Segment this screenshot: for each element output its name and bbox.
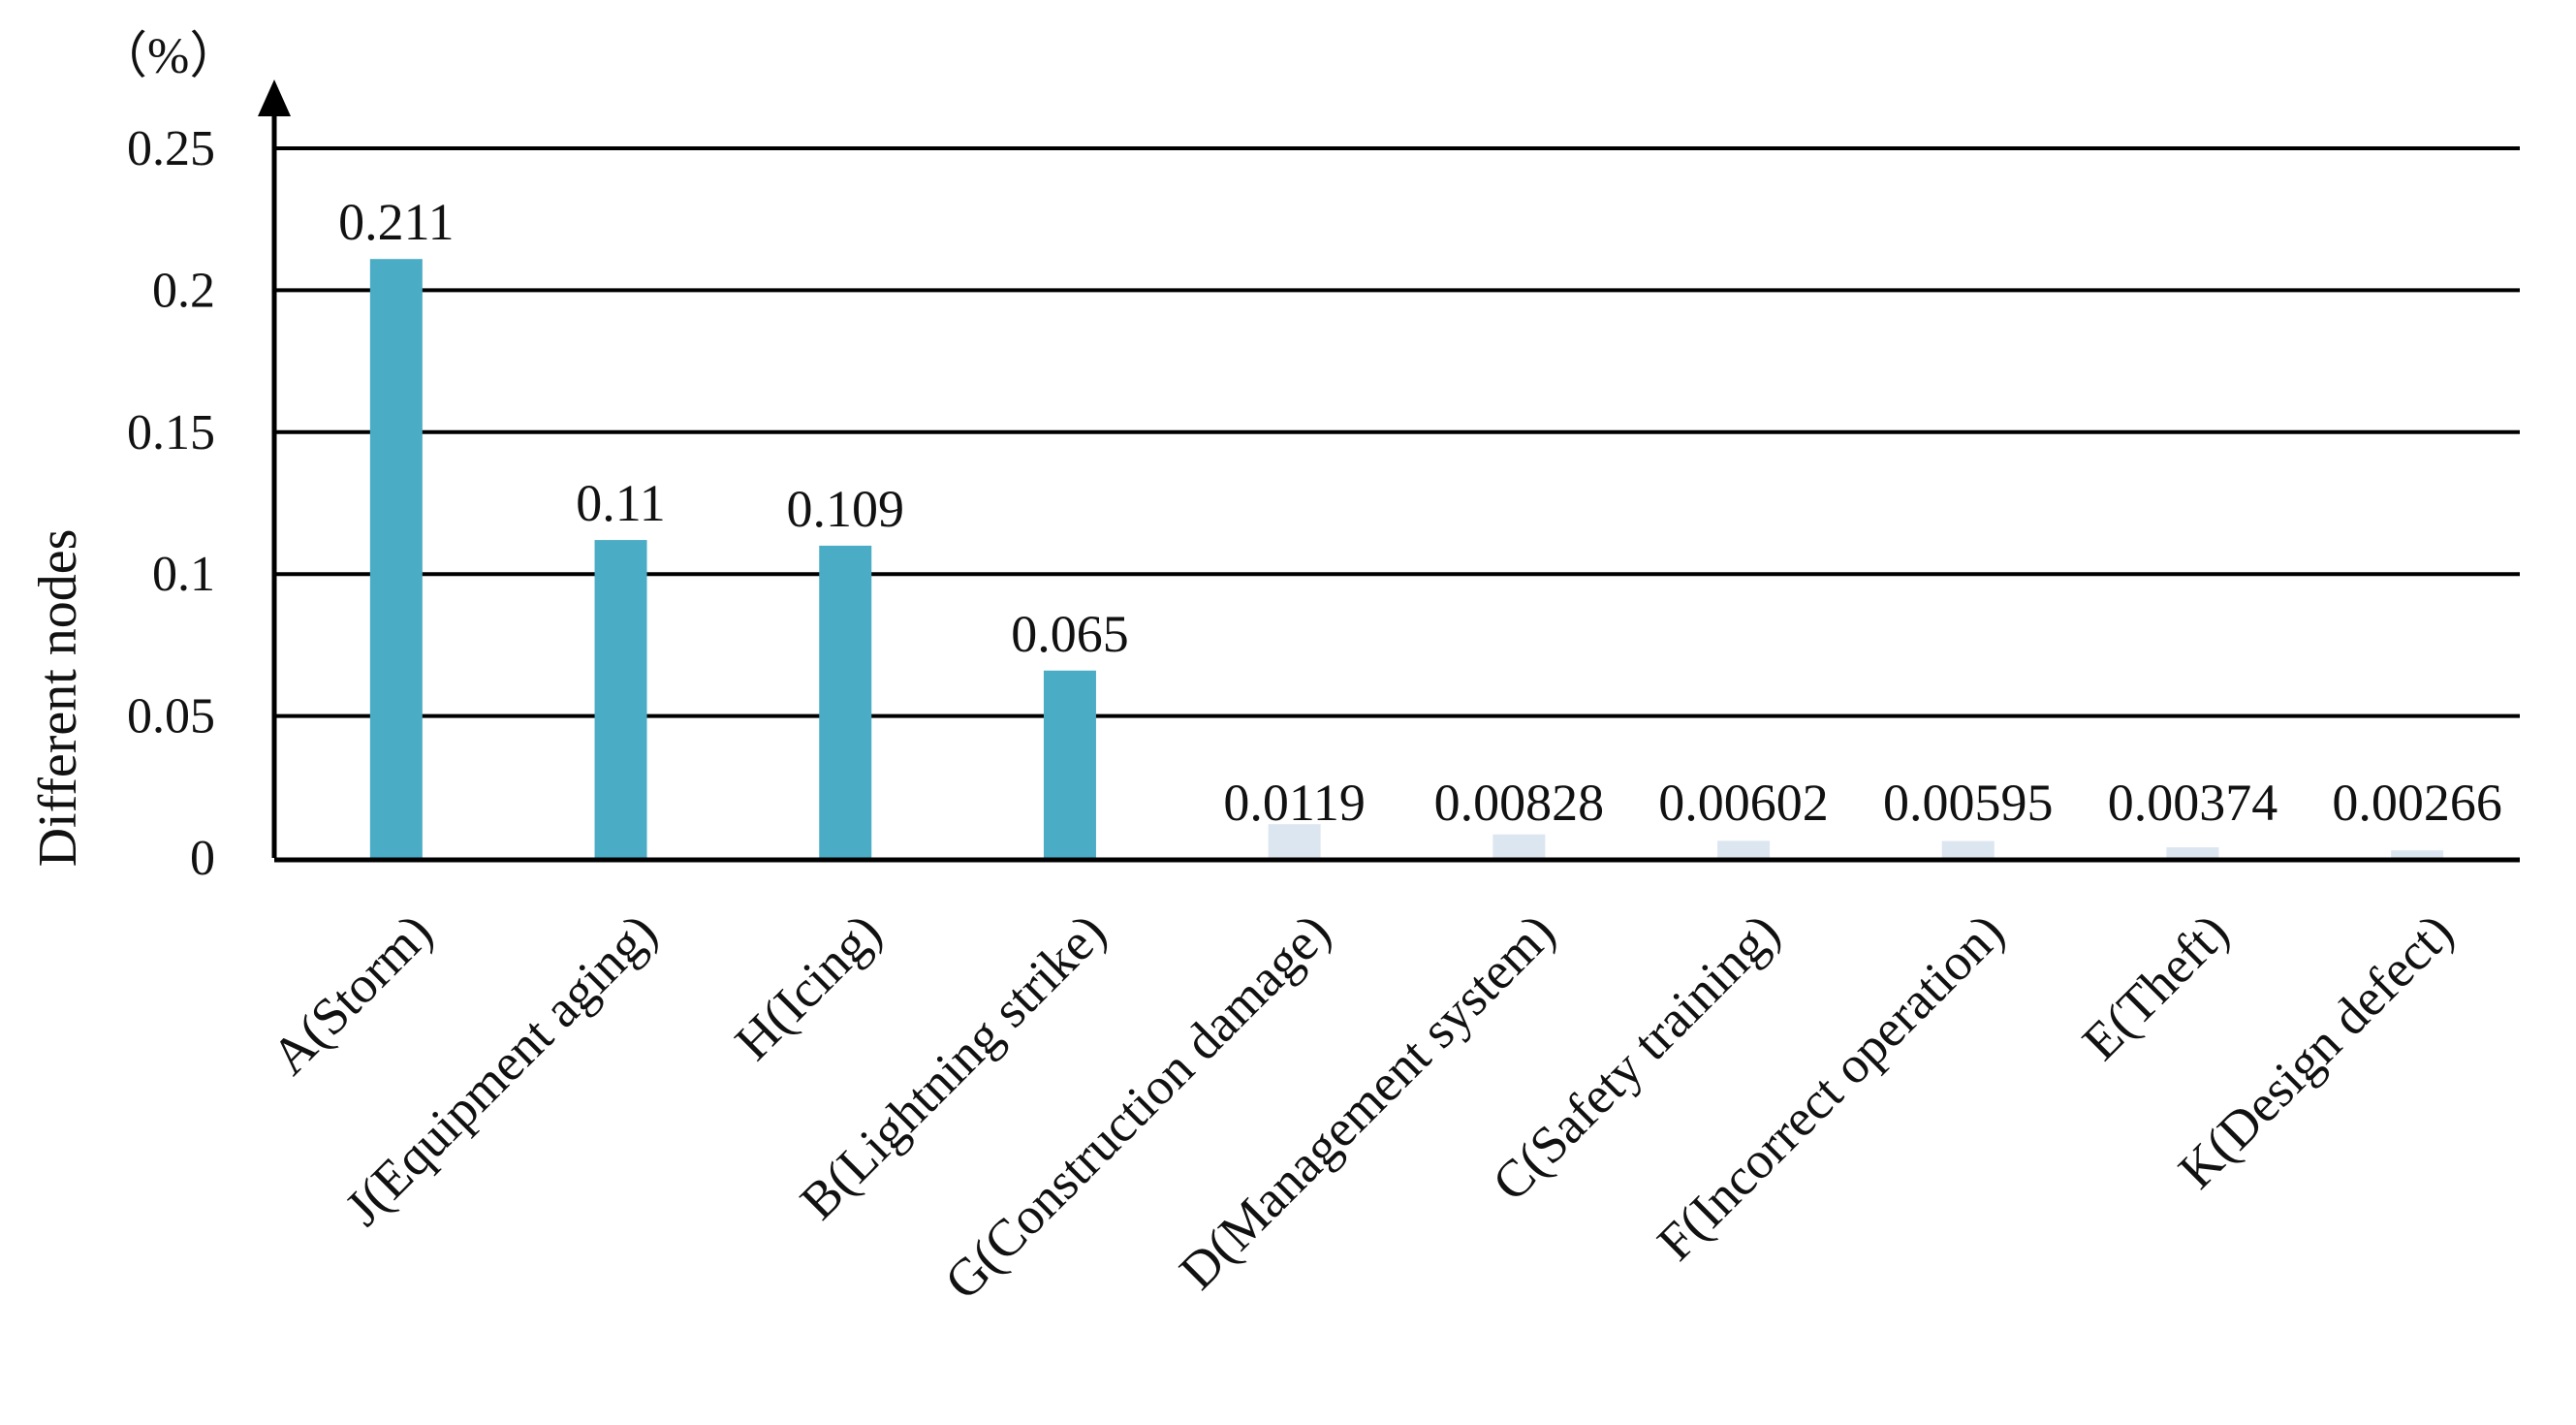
category-labels: A(Storm)J(Equipment aging) H(Icing)B(Ligh… bbox=[261, 902, 2465, 1311]
bar-value-label: 0.00374 bbox=[2108, 774, 2278, 832]
bar bbox=[1941, 840, 1995, 858]
x-category-label: H(Icing) bbox=[724, 902, 893, 1071]
y-axis-arrow-icon bbox=[258, 79, 291, 116]
bar-value-label: 0.109 bbox=[787, 480, 905, 538]
bar bbox=[2391, 850, 2444, 858]
y-tick-label: 0.05 bbox=[127, 689, 215, 744]
bar bbox=[1492, 834, 1546, 858]
bar-value-label: 0.211 bbox=[338, 193, 455, 251]
bar-value-label: 0.065 bbox=[1011, 605, 1129, 663]
bars bbox=[369, 259, 2444, 858]
bar bbox=[2166, 847, 2219, 858]
bar bbox=[594, 540, 647, 858]
y-tick-label: 0.1 bbox=[152, 547, 215, 602]
bar-value-label: 0.00828 bbox=[1434, 774, 1605, 832]
bar-value-label: 0.11 bbox=[576, 474, 666, 532]
bar-value-label: 0.00266 bbox=[2332, 774, 2502, 832]
bar bbox=[819, 545, 872, 858]
bar bbox=[1268, 824, 1321, 858]
bar-value-label: 0.00602 bbox=[1658, 774, 1829, 832]
x-category-label: D(Management system) bbox=[1168, 902, 1565, 1300]
bar-value-label: 0.0119 bbox=[1223, 774, 1366, 832]
x-category-label: G(Construction damage) bbox=[933, 902, 1341, 1311]
y-tick-label: 0.15 bbox=[127, 405, 215, 460]
value-labels: 0.211 0.11 0.109 0.065 0.0119 0.00828 0.00602 0… bbox=[338, 193, 2502, 832]
bar bbox=[1043, 670, 1096, 858]
y-axis-title: Different nodes bbox=[28, 529, 88, 868]
y-tick-label: 0.25 bbox=[127, 121, 215, 176]
gridlines bbox=[274, 146, 2520, 718]
bar bbox=[369, 259, 423, 858]
y-tick-label: 0 bbox=[190, 831, 215, 886]
bar bbox=[1717, 840, 1771, 858]
bar-value-label: 0.00595 bbox=[1883, 774, 2054, 832]
x-category-label: A(Storm) bbox=[261, 902, 444, 1086]
axes bbox=[258, 79, 2520, 863]
x-category-label: E(Theft) bbox=[2071, 902, 2240, 1071]
y-tick-labels: 0 0.05 0.1 0.15 0.2 0.25 bbox=[127, 121, 215, 886]
y-unit-label: （%） bbox=[97, 29, 239, 84]
y-tick-label: 0.2 bbox=[152, 263, 215, 318]
